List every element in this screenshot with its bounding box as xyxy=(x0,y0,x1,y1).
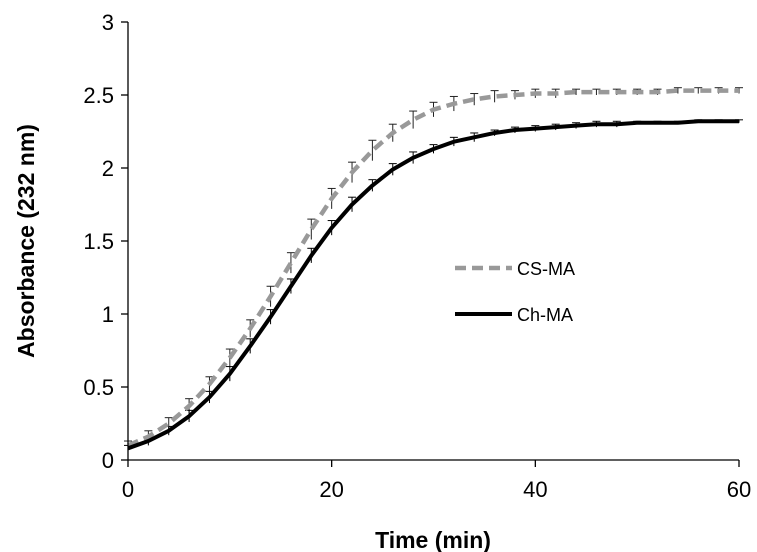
legend-label-cs-ma: CS-MA xyxy=(517,259,575,279)
x-tick-label: 40 xyxy=(523,477,547,502)
y-ticks: 0 0.5 1 1.5 2 2.5 3 xyxy=(83,10,128,473)
y-tick-label: 2.5 xyxy=(83,83,114,108)
x-ticks: 0 20 40 60 xyxy=(122,460,751,502)
y-tick-label: 0 xyxy=(102,448,114,473)
y-tick-label: 2 xyxy=(102,156,114,181)
series-line-cs-ma xyxy=(127,88,739,448)
y-tick-label: 0.5 xyxy=(83,375,114,400)
y-tick-label: 1.5 xyxy=(83,229,114,254)
y-tick-label: 1 xyxy=(102,302,114,327)
y-tick-label: 3 xyxy=(102,10,114,35)
error-bars-layer xyxy=(124,87,743,452)
legend: CS-MA Ch-MA xyxy=(455,259,575,325)
legend-label-ch-ma: Ch-MA xyxy=(517,305,573,325)
x-tick-label: 20 xyxy=(319,477,343,502)
series-line-ch-ma xyxy=(127,119,739,451)
series-lines-layer xyxy=(127,88,739,451)
x-axis-title: Time (min) xyxy=(375,527,491,552)
x-tick-label: 60 xyxy=(727,477,751,502)
x-tick-label: 0 xyxy=(122,477,134,502)
y-axis-title: Absorbance (232 nm) xyxy=(13,124,39,358)
